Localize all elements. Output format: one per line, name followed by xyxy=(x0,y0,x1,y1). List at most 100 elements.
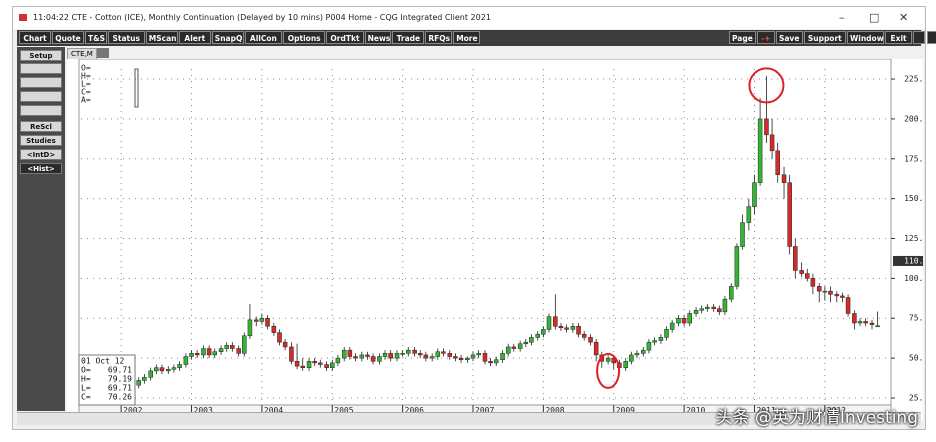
y-tick-label: 75.00 xyxy=(909,314,923,323)
candle-body xyxy=(681,317,687,324)
toolbar-button[interactable]: OrdTkt xyxy=(326,31,364,44)
candle-body xyxy=(740,222,745,247)
x-tick-label: 2012 xyxy=(827,406,846,415)
legend-bar xyxy=(134,68,139,108)
side-icon-button[interactable] xyxy=(20,91,62,102)
candle-body xyxy=(447,353,453,357)
window-icon[interactable] xyxy=(913,31,925,44)
candle-body xyxy=(212,351,217,356)
side-button[interactable]: ReScl xyxy=(20,121,62,132)
close[interactable]: ✕ xyxy=(899,11,909,24)
toolbar-button[interactable]: Options xyxy=(283,31,326,44)
candle-body xyxy=(400,353,405,355)
candle-body xyxy=(171,367,177,370)
candle-body xyxy=(588,337,593,343)
app-window: 11:04:22 CTE - Cotton (ICE), Monthly Con… xyxy=(12,6,936,430)
candle-body xyxy=(570,325,576,330)
candle-body xyxy=(711,306,716,309)
toolbar-button[interactable]: Chart xyxy=(19,31,51,44)
candle-body xyxy=(423,354,429,359)
candle-body xyxy=(247,319,253,337)
scrollbar[interactable] xyxy=(17,412,921,425)
candle-body xyxy=(206,348,212,356)
candle-body xyxy=(177,364,182,368)
candle-body xyxy=(834,294,840,297)
candle-body xyxy=(693,310,699,314)
ohlc-date: 01 Oct 12 xyxy=(81,357,125,366)
side-icon-button[interactable] xyxy=(20,105,62,116)
candle-body xyxy=(822,290,828,293)
legend-label: H= xyxy=(81,72,91,81)
side-button[interactable]: <IntD> xyxy=(20,149,62,160)
candle-body xyxy=(289,346,294,362)
minimize[interactable]: – xyxy=(839,11,845,24)
toolbar-button[interactable]: Support xyxy=(803,31,846,44)
side-button[interactable]: Studies xyxy=(20,135,62,146)
toolbar-button[interactable]: Window xyxy=(847,31,885,44)
candle-body xyxy=(359,354,365,359)
toolbar-button[interactable]: -+ xyxy=(756,31,775,44)
toolbar-button[interactable]: News xyxy=(364,31,392,44)
candle-body xyxy=(265,317,270,327)
toolbar-button[interactable]: Quote xyxy=(52,31,84,44)
candle-body xyxy=(799,270,804,274)
last-price-box xyxy=(893,255,923,266)
candle-body xyxy=(488,361,493,364)
toolbar-button[interactable]: RFQs xyxy=(425,31,453,44)
candle-body xyxy=(441,351,446,354)
toolbar-button[interactable]: Exit xyxy=(885,31,912,44)
candle-body xyxy=(752,182,757,207)
y-tick-label: 175.00 xyxy=(904,154,923,163)
side-button[interactable]: Setup xyxy=(20,50,62,61)
candle-body xyxy=(787,182,792,247)
ohlc-value: 70.26 xyxy=(108,393,132,402)
candle-body xyxy=(435,351,441,357)
candle-body xyxy=(576,325,581,335)
add-tab[interactable] xyxy=(97,48,109,58)
candle-body xyxy=(370,356,376,362)
y-tick-label: 25.00 xyxy=(909,393,923,402)
x-tick-label: 2003 xyxy=(194,406,213,415)
candle-body xyxy=(189,353,194,357)
x-tick-label: 2002 xyxy=(123,406,142,415)
legend-label: A= xyxy=(81,96,91,105)
side-icon-button[interactable] xyxy=(20,63,62,74)
watermark: 头条 @英为财情Investing xyxy=(715,408,918,428)
y-tick-label: 200.00 xyxy=(904,114,923,123)
side-button[interactable]: <Hist> xyxy=(20,163,62,174)
toolbar-button[interactable]: Page xyxy=(729,31,756,44)
candle-body xyxy=(593,341,599,356)
toolbar-button[interactable]: Save xyxy=(775,31,803,44)
toolbar-button[interactable]: T&S xyxy=(85,31,107,44)
candle-body xyxy=(382,353,388,357)
candle-body xyxy=(224,345,229,349)
candle-body xyxy=(312,361,317,364)
toolbar-button[interactable]: Status xyxy=(107,31,145,44)
side-icon-button[interactable] xyxy=(20,77,62,88)
candle-body xyxy=(183,356,189,365)
x-tick-label: 2008 xyxy=(545,406,564,415)
candle-body xyxy=(564,327,569,330)
chart-background xyxy=(67,59,923,421)
maximize[interactable]: □ xyxy=(869,11,880,24)
x-tick-label: 2006 xyxy=(405,406,424,415)
candle-body xyxy=(142,377,147,381)
toolbar: Chart Quote T&S Status MScan Alert SnapQ AllCon… xyxy=(17,30,936,46)
toolbar-button[interactable]: MScan xyxy=(145,31,178,44)
toolbar-button[interactable]: Alert xyxy=(178,31,211,44)
toolbar-button[interactable]: Trade xyxy=(392,31,425,44)
y-tick-label: 100.00 xyxy=(904,274,923,283)
candle-body xyxy=(254,319,259,322)
toolbar-button[interactable]: SnapQ xyxy=(211,31,244,44)
ohlc-label: L= xyxy=(81,384,91,393)
candle-body xyxy=(652,340,657,343)
last-price-label: 110.93 xyxy=(904,256,923,265)
candle-body xyxy=(746,206,752,223)
window-icon[interactable] xyxy=(927,31,936,44)
candle-body xyxy=(277,332,282,343)
toolbar-button[interactable]: More xyxy=(453,31,480,44)
candle-body xyxy=(294,361,300,367)
candle-body xyxy=(810,278,816,287)
toolbar-button[interactable]: AllCon xyxy=(244,31,282,44)
